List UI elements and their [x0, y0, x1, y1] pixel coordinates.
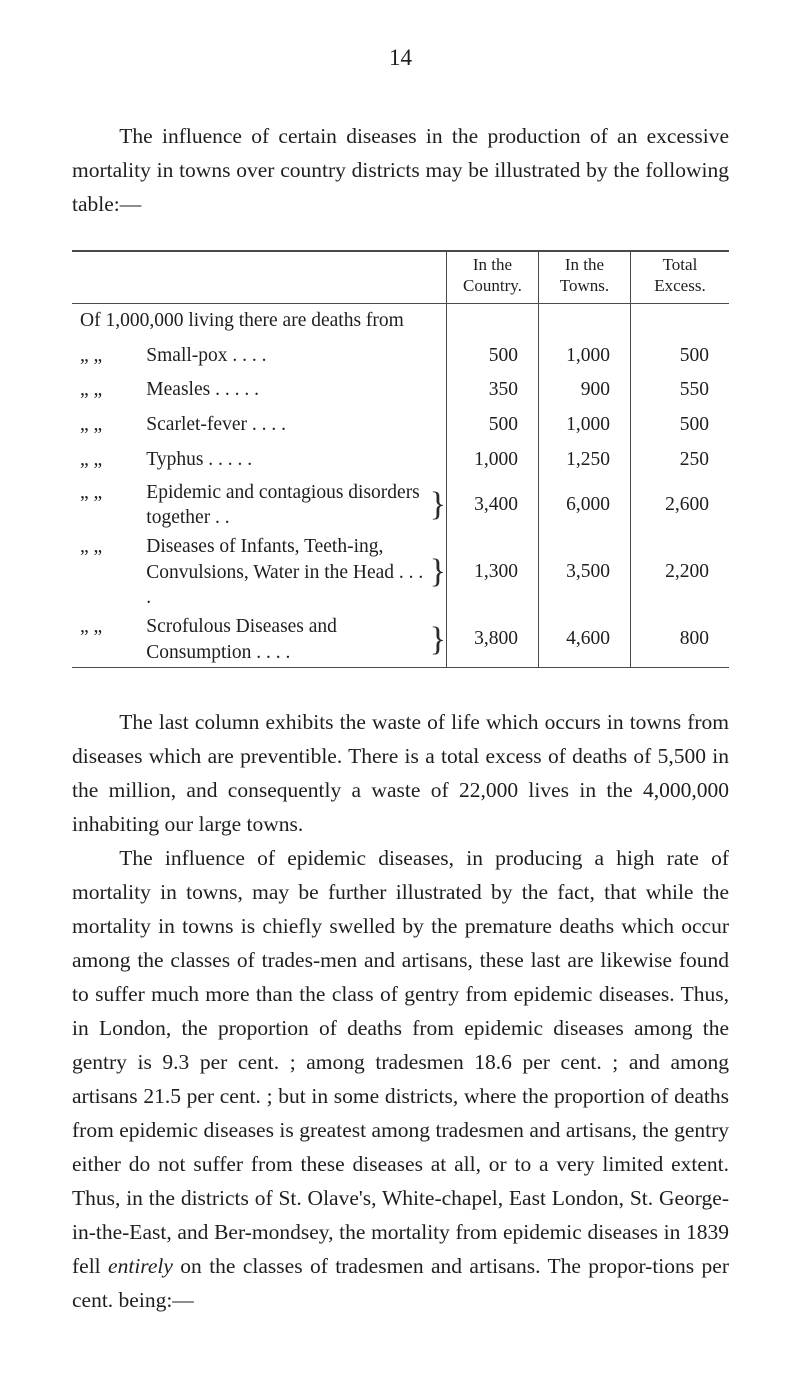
row-label: „ „Diseases of Infants, Teeth-ing, Convu…	[72, 532, 447, 612]
table-preamble-row: Of 1,000,000 living there are deaths fro…	[72, 303, 729, 338]
disease-name: Small-pox . . . .	[146, 341, 432, 372]
value-excess: 2,200	[630, 532, 729, 612]
value-towns: 4,600	[538, 612, 630, 667]
value-excess: 500	[630, 408, 729, 443]
value-country: 500	[447, 408, 539, 443]
table-row: „ „Epidemic and contagious disorders tog…	[72, 478, 729, 533]
brace-icon: }	[430, 478, 446, 533]
disease-name: Typhus . . . . .	[146, 445, 432, 476]
paragraph-2-a: The influence of epidemic diseases, in p…	[72, 846, 729, 1278]
value-country: 500	[447, 339, 539, 374]
value-towns: 3,500	[538, 532, 630, 612]
intro-paragraph: The influence of certain diseases in the…	[72, 120, 729, 222]
brace-icon: }	[430, 532, 446, 612]
ditto-mark: „ „	[80, 375, 146, 406]
table-row: „ „Scarlet-fever . . . .5001,000500	[72, 408, 729, 443]
paragraph-2: The influence of epidemic diseases, in p…	[72, 842, 729, 1318]
value-towns: 1,000	[538, 339, 630, 374]
table-row: „ „Scrofulous Diseases and Consumption .…	[72, 612, 729, 667]
table-row: „ „Small-pox . . . .5001,000500	[72, 339, 729, 374]
value-country: 1,000	[447, 443, 539, 478]
table-row: „ „Typhus . . . . .1,0001,250250	[72, 443, 729, 478]
page-container: 14 The influence of certain diseases in …	[0, 0, 801, 1388]
table-row: „ „Measles . . . . .350900550	[72, 373, 729, 408]
col-header-excess: Total Excess.	[630, 252, 729, 304]
disease-name: Scarlet-fever . . . .	[146, 410, 432, 441]
table-row: „ „Diseases of Infants, Teeth-ing, Convu…	[72, 532, 729, 612]
value-excess: 550	[630, 373, 729, 408]
table-preamble: Of 1,000,000 living there are deaths fro…	[72, 303, 447, 338]
ditto-mark: „ „	[80, 410, 146, 441]
value-country: 3,800	[447, 612, 539, 667]
ditto-mark: „ „	[80, 341, 146, 372]
paragraph-1: The last column exhibits the waste of li…	[72, 706, 729, 842]
brace-icon: }	[430, 612, 446, 667]
disease-name: Scrofulous Diseases and Consumption . . …	[146, 614, 432, 665]
value-country: 350	[447, 373, 539, 408]
ditto-mark: „ „	[80, 480, 146, 531]
ditto-mark: „ „	[80, 445, 146, 476]
paragraph-2-em: entirely	[108, 1254, 173, 1278]
table-body: Of 1,000,000 living there are deaths fro…	[72, 303, 729, 667]
mortality-table-wrap: In the Country. In the Towns. Total Exce…	[72, 250, 729, 668]
value-towns: 900	[538, 373, 630, 408]
mortality-table: In the Country. In the Towns. Total Exce…	[72, 251, 729, 667]
col-header-country: In the Country.	[447, 252, 539, 304]
value-excess: 250	[630, 443, 729, 478]
row-label: „ „Epidemic and contagious disorders tog…	[72, 478, 447, 533]
value-country: 1,300	[447, 532, 539, 612]
disease-name: Measles . . . . .	[146, 375, 432, 406]
row-label: „ „Scrofulous Diseases and Consumption .…	[72, 612, 447, 667]
value-excess: 800	[630, 612, 729, 667]
ditto-mark: „ „	[80, 534, 146, 610]
row-label: „ „Small-pox . . . .	[72, 339, 447, 374]
disease-name: Epidemic and contagious disorders togeth…	[146, 480, 432, 531]
ditto-mark: „ „	[80, 614, 146, 665]
row-label: „ „Typhus . . . . .	[72, 443, 447, 478]
row-label: „ „Scarlet-fever . . . .	[72, 408, 447, 443]
table-header: In the Country. In the Towns. Total Exce…	[72, 252, 729, 304]
value-excess: 500	[630, 339, 729, 374]
disease-name: Diseases of Infants, Teeth-ing, Convulsi…	[146, 534, 432, 610]
row-label: „ „Measles . . . . .	[72, 373, 447, 408]
value-excess: 2,600	[630, 478, 729, 533]
value-towns: 6,000	[538, 478, 630, 533]
value-towns: 1,250	[538, 443, 630, 478]
col-header-towns: In the Towns.	[538, 252, 630, 304]
value-country: 3,400	[447, 478, 539, 533]
page-number: 14	[72, 40, 729, 76]
value-towns: 1,000	[538, 408, 630, 443]
